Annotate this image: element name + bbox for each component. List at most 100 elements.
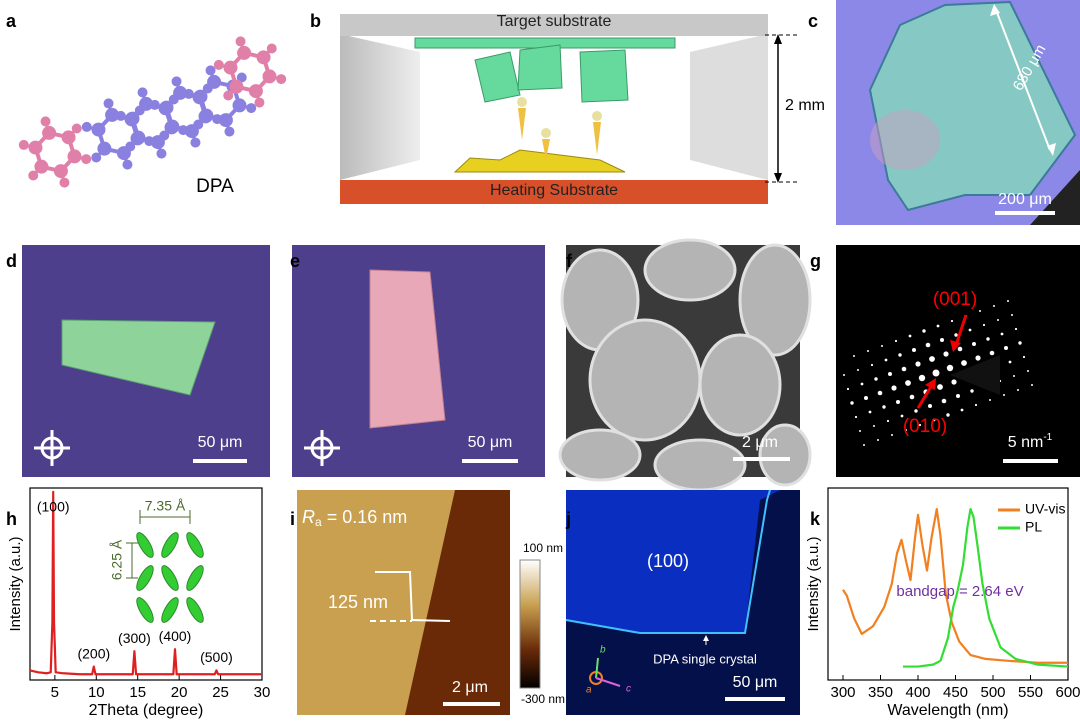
scale-label: 200 μm [998, 191, 1052, 208]
spot [881, 345, 883, 347]
spot [1022, 355, 1026, 359]
roughness-label: Ra = 0.16 nm [302, 507, 407, 529]
spot [932, 369, 940, 377]
spot [867, 350, 869, 352]
spot [1031, 384, 1033, 386]
spot [908, 334, 912, 338]
atom [81, 121, 92, 132]
legend-label: UV-vis [1025, 501, 1065, 517]
spot [970, 389, 974, 393]
x-axis-label: Wavelength (nm) [887, 702, 1008, 719]
spot [974, 403, 978, 407]
atom [193, 89, 208, 104]
spot [882, 405, 886, 409]
panel-label: e [290, 251, 300, 271]
spot [925, 342, 931, 348]
spot [870, 363, 874, 367]
inset-label: 7.35 Å [145, 498, 186, 514]
spot [912, 348, 916, 352]
panel-label: d [6, 251, 17, 271]
spot [918, 374, 926, 382]
optical-image [292, 245, 545, 477]
face-label: (100) [647, 551, 689, 571]
atom [59, 177, 70, 188]
spot-label: (010) [903, 416, 947, 437]
scale-label: 50 μm [733, 674, 778, 691]
atom [149, 99, 160, 110]
spot-label: (001) [933, 289, 977, 310]
atom [137, 87, 148, 98]
spot [884, 358, 888, 362]
spot [914, 409, 918, 413]
atom [122, 159, 133, 170]
spot [1027, 370, 1029, 372]
x-tick-label: 500 [980, 684, 1005, 701]
annotation: bandgap = 2.64 eV [896, 583, 1023, 600]
spot [863, 444, 865, 446]
spot [993, 305, 995, 307]
x-tick-label: 400 [905, 684, 930, 701]
atom [165, 119, 180, 134]
inset-label: 6.25 Å [109, 539, 125, 580]
atom [156, 148, 167, 159]
spot [859, 430, 861, 432]
rotation-icon [34, 430, 70, 466]
molecule [18, 36, 287, 188]
atom [131, 130, 146, 145]
panel-label: j [565, 509, 571, 529]
atom [28, 170, 39, 181]
atom [199, 108, 214, 123]
spot [915, 361, 921, 367]
atom [193, 119, 204, 130]
x-tick-label: 550 [1018, 684, 1043, 701]
atom [81, 154, 92, 165]
atom [91, 152, 102, 163]
spot [932, 418, 936, 422]
spot [900, 414, 904, 418]
spot [954, 333, 958, 337]
x-tick-label: 15 [129, 684, 146, 701]
atom [235, 36, 246, 47]
scale-label: 5 nm-1 [1008, 432, 1053, 452]
scale-label: 50 μm [198, 434, 243, 451]
atom [103, 98, 114, 109]
rotation-icon [304, 430, 340, 466]
data-line [842, 508, 1068, 664]
spot [901, 366, 907, 372]
spot [922, 329, 926, 333]
atom [171, 76, 182, 87]
spot [997, 319, 999, 321]
spot [864, 396, 868, 400]
peak-label: (300) [118, 630, 151, 646]
spot [854, 415, 858, 419]
data-line [29, 490, 262, 676]
y-axis-label: Intensity (a.u.) [7, 536, 24, 631]
panel-label: c [808, 11, 818, 31]
peak-label: (500) [200, 649, 233, 665]
atom [218, 113, 233, 128]
atom [91, 122, 106, 137]
spot [1004, 346, 1008, 350]
data-line [903, 508, 1069, 668]
ra-value: = 0.16 nm [322, 507, 408, 527]
spot [1007, 300, 1009, 302]
spot [918, 423, 922, 427]
panel-label: f [566, 251, 573, 271]
peak-label: (200) [77, 645, 110, 661]
spot [843, 374, 845, 376]
peak-label: (100) [37, 499, 70, 515]
atom [34, 159, 49, 174]
spot [989, 399, 991, 401]
ra-sub: a [315, 515, 322, 529]
spot [972, 342, 976, 346]
x-axis-label: 2Theta (degree) [89, 702, 204, 719]
atom [28, 140, 43, 155]
spot [877, 390, 883, 396]
spot [929, 356, 935, 362]
spot [850, 401, 854, 405]
atom [232, 98, 247, 113]
peak-label: (400) [159, 628, 192, 644]
spot [946, 364, 954, 372]
spot [896, 400, 900, 404]
afm-image [297, 490, 541, 715]
